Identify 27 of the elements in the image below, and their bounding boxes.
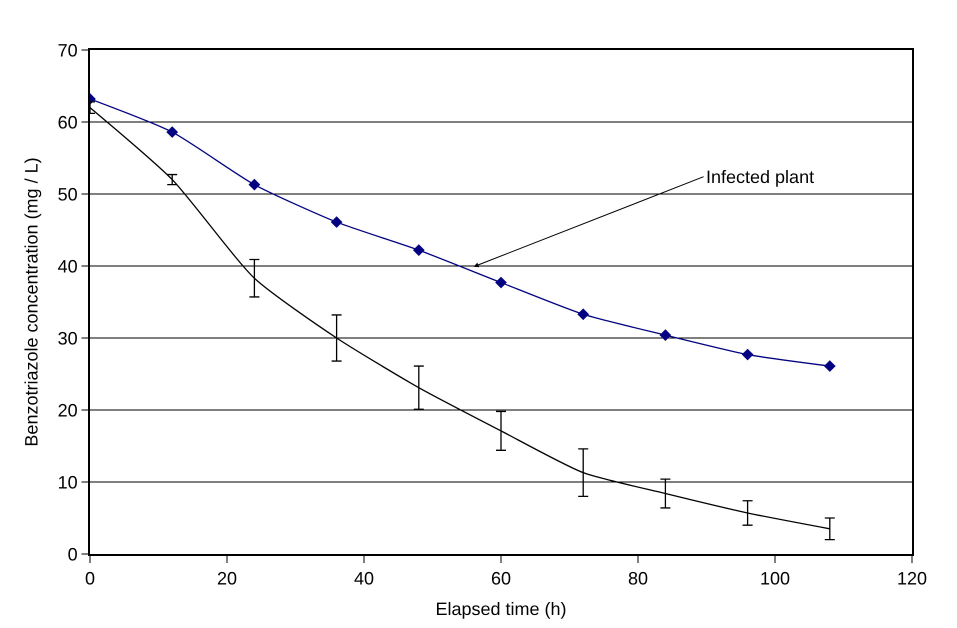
y-tick-label: 10 [58,472,78,492]
y-tick-label: 20 [58,400,78,420]
x-tick-label: 120 [896,568,928,588]
point [495,276,507,288]
x-tick-label: 40 [354,568,374,588]
point [330,216,342,228]
x-tick-label: 20 [216,568,238,588]
y-tick-label: 0 [68,544,78,564]
y-tick-label: 70 [58,40,78,60]
y-tick-label: 50 [58,184,78,204]
point [660,329,672,341]
point [248,178,260,190]
x-tick-label: 0 [84,568,96,588]
point [166,126,178,138]
annotation: Infected plant [706,167,814,187]
x-tick-label: 100 [760,568,790,588]
point [742,348,754,360]
y-axis-title: Benzotriazole concentration (mg / L) [21,157,42,447]
x-tick-label: 60 [490,568,512,588]
y-tick-label: 30 [58,328,78,348]
y-tick-label: 40 [58,256,78,276]
x-tick-label: 80 [628,568,648,588]
point [577,308,590,320]
point [824,360,836,372]
point [412,244,425,256]
y-tick-label: 60 [58,112,78,132]
x-axis-title: Elapsed time (h) [435,598,567,619]
